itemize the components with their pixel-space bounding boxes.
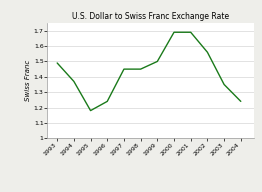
Y-axis label: Swiss Franc: Swiss Franc xyxy=(25,60,31,101)
Title: U.S. Dollar to Swiss Franc Exchange Rate: U.S. Dollar to Swiss Franc Exchange Rate xyxy=(72,12,229,21)
